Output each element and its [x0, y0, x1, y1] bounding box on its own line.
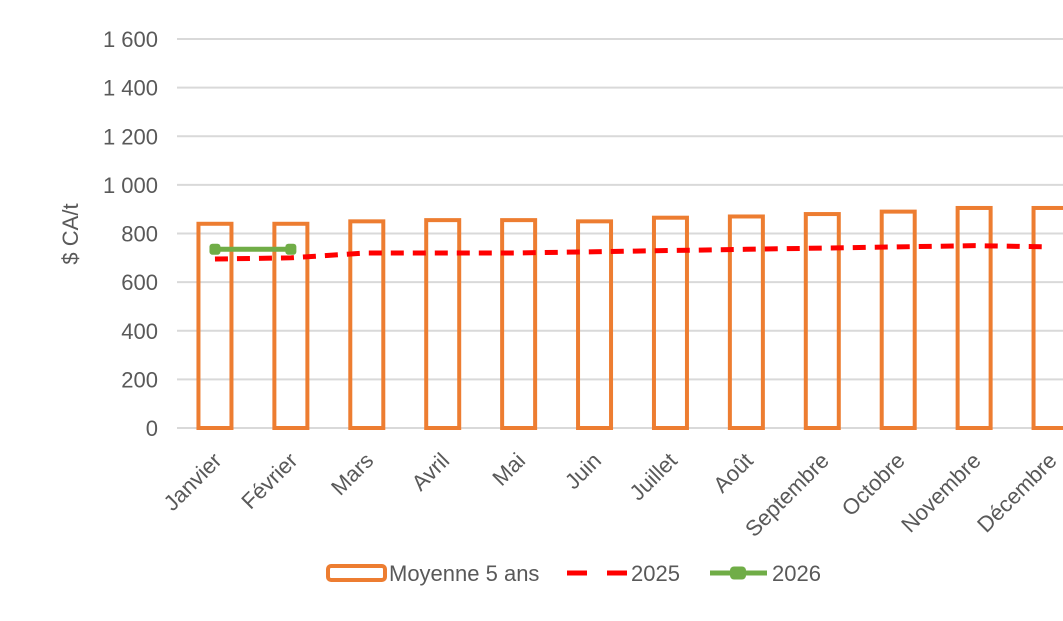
bar-moyenne-5-ans: [651, 215, 689, 430]
y-tick-label: 800: [121, 222, 158, 247]
y-tick-label: 600: [121, 270, 158, 295]
legend-label-2026: 2026: [772, 561, 821, 586]
x-tick-label: Février: [236, 448, 302, 514]
x-tick-label: Octobre: [837, 448, 910, 521]
y-tick-label: 1 600: [103, 27, 158, 52]
x-tick-label: Janvier: [159, 448, 227, 516]
bar-moyenne-5-ans: [955, 205, 993, 430]
x-tick-label: Avril: [407, 448, 455, 496]
marker-2026: [285, 243, 297, 255]
bar-moyenne-5-ans: [500, 218, 538, 430]
bar-moyenne-5-ans: [348, 219, 386, 430]
y-tick-label: 0: [146, 416, 158, 441]
x-tick-label: Août: [708, 448, 758, 498]
legend-label-moyenne-5-ans: Moyenne 5 ans: [389, 561, 539, 586]
legend-swatch-moyenne-5-ans: [326, 564, 387, 582]
marker-2026: [209, 243, 221, 255]
y-tick-label: 400: [121, 319, 158, 344]
y-tick-label: 1 200: [103, 124, 158, 149]
bar-moyenne-5-ans: [424, 218, 462, 430]
bar-moyenne-5-ans: [1031, 205, 1063, 430]
y-tick-label: 1 400: [103, 76, 158, 101]
y-tick-label: 1 000: [103, 173, 158, 198]
x-tick-label: Juillet: [625, 448, 682, 505]
bar-moyenne-5-ans: [272, 221, 310, 430]
monthly-price-chart-figure: 0 200 400 600 800 1 000 1 200 1 400 1 600 $ CA/t J…: [40, 16, 1063, 605]
x-tick-label: Juin: [560, 448, 606, 494]
bar-moyenne-5-ans: [803, 212, 841, 430]
bar-moyenne-5-ans: [879, 209, 917, 430]
x-tick-label: Décembre: [972, 448, 1061, 537]
bar-moyenne-5-ans: [576, 219, 614, 430]
chart-canvas: 0 200 400 600 800 1 000 1 200 1 400 1 600 $ CA/t J…: [58, 27, 1063, 586]
bar-moyenne-5-ans: [727, 214, 765, 430]
line-2025: [214, 243, 1051, 262]
legend-label-2025: 2025: [631, 561, 680, 586]
x-tick-label: Novembre: [896, 448, 985, 537]
y-axis-title: $ CA/t: [58, 203, 83, 264]
y-tick-label: 200: [121, 367, 158, 392]
legend-marker-2026: [730, 566, 746, 580]
bar-moyenne-5-ans: [196, 221, 234, 430]
x-tick-label: Mars: [326, 448, 378, 500]
x-tick-label: Mai: [487, 448, 530, 491]
